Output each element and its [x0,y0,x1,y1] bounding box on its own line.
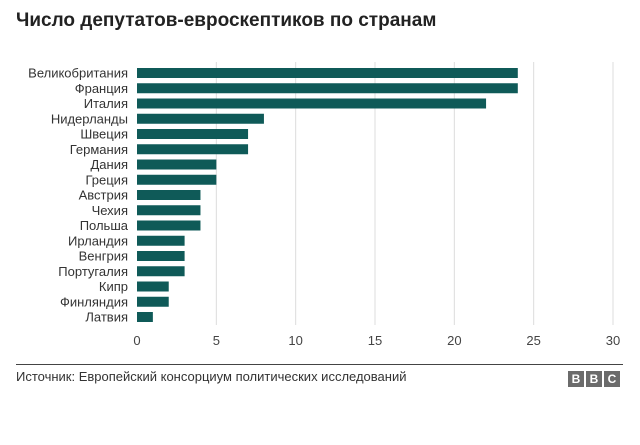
bar [137,281,169,292]
source-note: Источник: Европейский консорциум политич… [16,369,407,384]
category-label: Польша [80,218,129,233]
bbc-logo: B B C [568,371,620,387]
category-label: Австрия [79,188,128,203]
logo-letter: C [604,371,620,387]
category-label: Португалия [58,264,128,279]
category-label: Великобритания [28,66,128,81]
category-label: Италия [84,96,128,111]
category-label: Кипр [99,279,128,294]
category-label: Германия [70,142,128,157]
x-tick-label: 5 [213,333,220,348]
category-label: Нидерланды [51,111,128,126]
bar [137,266,185,277]
bar [137,205,201,216]
bar [137,83,518,94]
chart-title: Число депутатов-евроскептиков по странам [16,10,437,31]
bar [137,235,185,246]
bar [137,251,185,261]
x-tick-labels: 0 5 10 15 20 25 30 [133,333,620,348]
category-labels: ВеликобританияФранцияИталияНидерландыШве… [28,66,129,325]
footer-divider [16,364,623,365]
category-label: Греция [85,172,128,187]
x-tick-label: 30 [606,333,620,348]
x-tick-label: 0 [133,333,140,348]
bar [137,312,153,322]
x-tick-label: 15 [368,333,382,348]
category-label: Ирландия [68,233,128,248]
bar [137,159,217,170]
logo-letter: B [568,371,584,387]
category-label: Дания [90,157,128,172]
category-label: Латвия [85,310,128,325]
category-label: Венгрия [79,249,128,264]
bar [137,144,249,155]
bar [137,68,518,78]
bar [137,296,169,307]
bars [137,68,518,322]
bar [137,98,487,109]
category-label: Франция [75,81,128,96]
category-label: Чехия [92,203,128,218]
bar [137,113,264,124]
bar [137,190,201,200]
logo-letter: B [586,371,602,387]
x-tick-label: 10 [288,333,302,348]
gridlines [215,62,614,325]
bar [137,129,249,139]
x-tick-label: 25 [526,333,540,348]
x-tick-label: 20 [447,333,461,348]
category-label: Финляндия [60,294,128,309]
bar [137,220,201,231]
bar [137,174,217,185]
category-label: Швеция [80,127,128,142]
